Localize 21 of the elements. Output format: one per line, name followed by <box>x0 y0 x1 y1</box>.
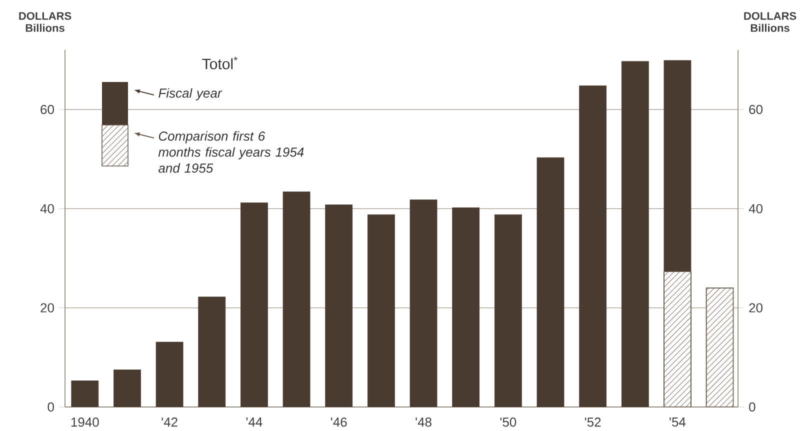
y-tick-label: 0 <box>48 402 54 412</box>
y-axis-title: DOLLARS Billions <box>19 12 72 32</box>
legend-label: Fiscal year <box>158 88 222 100</box>
y2-tick-label: 60 <box>749 104 763 114</box>
y2-tick-label: 0 <box>749 402 756 412</box>
legend-title: Totol$^{*}$ <box>202 56 238 70</box>
x-tick-label: '48 <box>416 418 432 427</box>
y2-tick-label: 40 <box>748 204 763 214</box>
x-tick-label: '54 <box>670 418 686 427</box>
x-tick-label: '52 <box>585 418 601 427</box>
x-tick-label: 1940 <box>71 418 99 427</box>
y2-axis-title: DOLLARS Billions <box>744 12 796 32</box>
y-tick-label: 60 <box>40 104 54 114</box>
x-tick-label: '46 <box>331 418 347 427</box>
x-tick-label: '42 <box>162 418 178 427</box>
y-tick-label: 40 <box>40 204 54 214</box>
x-tick-label: '44 <box>246 418 262 426</box>
x-tick-label: '50 <box>500 418 516 427</box>
y-tick-label: 20 <box>40 303 54 312</box>
legend-label: Comparison first 6 months fiscal years 1954 and 1955 <box>158 131 304 173</box>
y2-tick-label: 20 <box>749 303 763 312</box>
